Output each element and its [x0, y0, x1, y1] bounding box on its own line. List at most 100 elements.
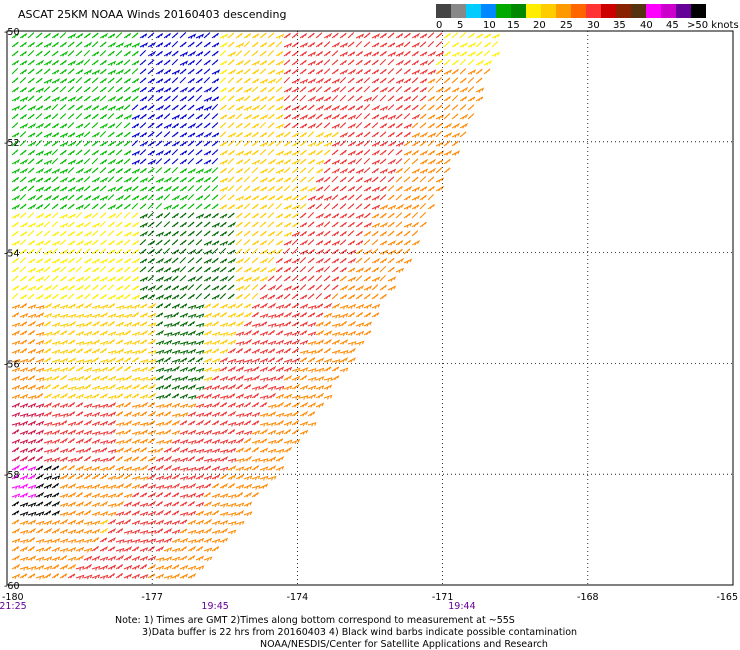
wind-barb — [147, 284, 157, 291]
wind-barb — [307, 357, 316, 363]
wind-barb — [211, 312, 221, 318]
wind-barb — [435, 131, 443, 138]
wind-barb — [123, 545, 133, 552]
wind-barb — [27, 113, 35, 120]
wind-barb — [467, 113, 475, 120]
wind-barb — [235, 420, 245, 427]
wind-barb — [83, 510, 92, 516]
wind-barb — [323, 312, 333, 318]
wind-barb — [211, 203, 219, 210]
wind-barb — [91, 320, 101, 327]
wind-barb — [355, 284, 365, 291]
wind-barb — [83, 330, 93, 337]
wind-barb — [147, 555, 157, 562]
wind-barb — [363, 239, 371, 246]
wind-barb — [435, 32, 443, 39]
wind-barb — [11, 538, 21, 544]
wind-barb — [187, 448, 197, 454]
wind-barb — [251, 330, 260, 336]
wind-barb — [371, 78, 380, 84]
wind-barb — [11, 447, 20, 453]
wind-barb — [67, 33, 77, 39]
wind-barb — [139, 194, 149, 201]
legend-label: 30 — [587, 20, 600, 31]
wind-barb — [307, 275, 315, 282]
wind-barb — [91, 438, 101, 445]
wind-barb — [211, 448, 221, 454]
wind-barb — [435, 104, 443, 111]
wind-barb — [139, 348, 148, 354]
wind-barb — [291, 122, 299, 129]
wind-barb — [107, 394, 117, 400]
wind-barb — [123, 447, 133, 453]
wind-barb — [347, 230, 355, 237]
wind-barb — [291, 204, 301, 210]
wind-barb — [115, 294, 125, 300]
wind-barb — [43, 539, 53, 544]
wind-barb — [51, 176, 59, 183]
wind-barb — [51, 158, 59, 165]
wind-barb — [395, 257, 405, 264]
wind-barb — [315, 275, 323, 282]
wind-barb — [203, 86, 213, 93]
wind-barb — [235, 159, 244, 165]
wind-barb — [323, 59, 331, 66]
wind-barb — [307, 393, 317, 400]
wind-barb — [259, 257, 269, 264]
wind-barb — [91, 555, 101, 561]
wind-barb — [139, 358, 149, 364]
wind-barb — [123, 140, 131, 147]
wind-barb — [59, 285, 69, 291]
wind-barb — [123, 122, 131, 129]
wind-barb — [43, 556, 53, 562]
wind-barb — [211, 248, 219, 255]
wind-barb — [179, 41, 187, 48]
wind-barb — [339, 367, 349, 373]
wind-barb — [291, 195, 300, 201]
wind-barb — [267, 32, 275, 39]
wind-barb — [115, 421, 125, 427]
wind-barb — [315, 293, 323, 300]
wind-barb — [75, 59, 85, 66]
wind-barb — [299, 239, 309, 246]
wind-barb — [59, 564, 69, 570]
wind-barb — [83, 195, 92, 201]
wind-barb — [43, 448, 53, 454]
wind-barb — [51, 258, 61, 264]
wind-barb — [19, 529, 29, 535]
wind-barb — [235, 320, 245, 327]
wind-barb — [99, 41, 107, 48]
wind-barb — [43, 95, 51, 102]
wind-barb — [315, 203, 323, 210]
wind-barb — [363, 59, 372, 66]
wind-barb — [259, 240, 268, 246]
wind-barb — [251, 293, 259, 300]
wind-barb — [75, 554, 85, 561]
wind-barb — [51, 375, 60, 381]
wind-barb — [43, 249, 53, 255]
wind-barb — [19, 212, 27, 219]
wind-barb — [291, 132, 300, 138]
wind-barb — [203, 366, 213, 373]
wind-barb — [331, 366, 340, 372]
wind-barb — [107, 303, 116, 309]
wind-barb — [251, 41, 259, 48]
wind-barb — [99, 203, 107, 210]
wind-barb — [195, 51, 204, 57]
wind-barb — [387, 276, 397, 282]
wind-barb — [187, 321, 196, 327]
wind-barb — [147, 248, 155, 255]
wind-barb — [107, 383, 117, 390]
wind-barb — [91, 520, 101, 526]
wind-barb — [19, 376, 29, 382]
wind-barb — [291, 87, 300, 93]
wind-barb — [195, 275, 203, 282]
wind-barb — [131, 132, 141, 138]
wind-barb — [59, 518, 69, 525]
wind-barb — [251, 230, 259, 237]
wind-speed-legend-labels: 0 5 10 15 20 25 30 35 40 45 >50 knots — [420, 20, 740, 34]
wind-barb — [251, 123, 260, 129]
wind-barb — [283, 131, 291, 138]
wind-barb — [243, 59, 251, 66]
wind-barb — [35, 331, 45, 337]
